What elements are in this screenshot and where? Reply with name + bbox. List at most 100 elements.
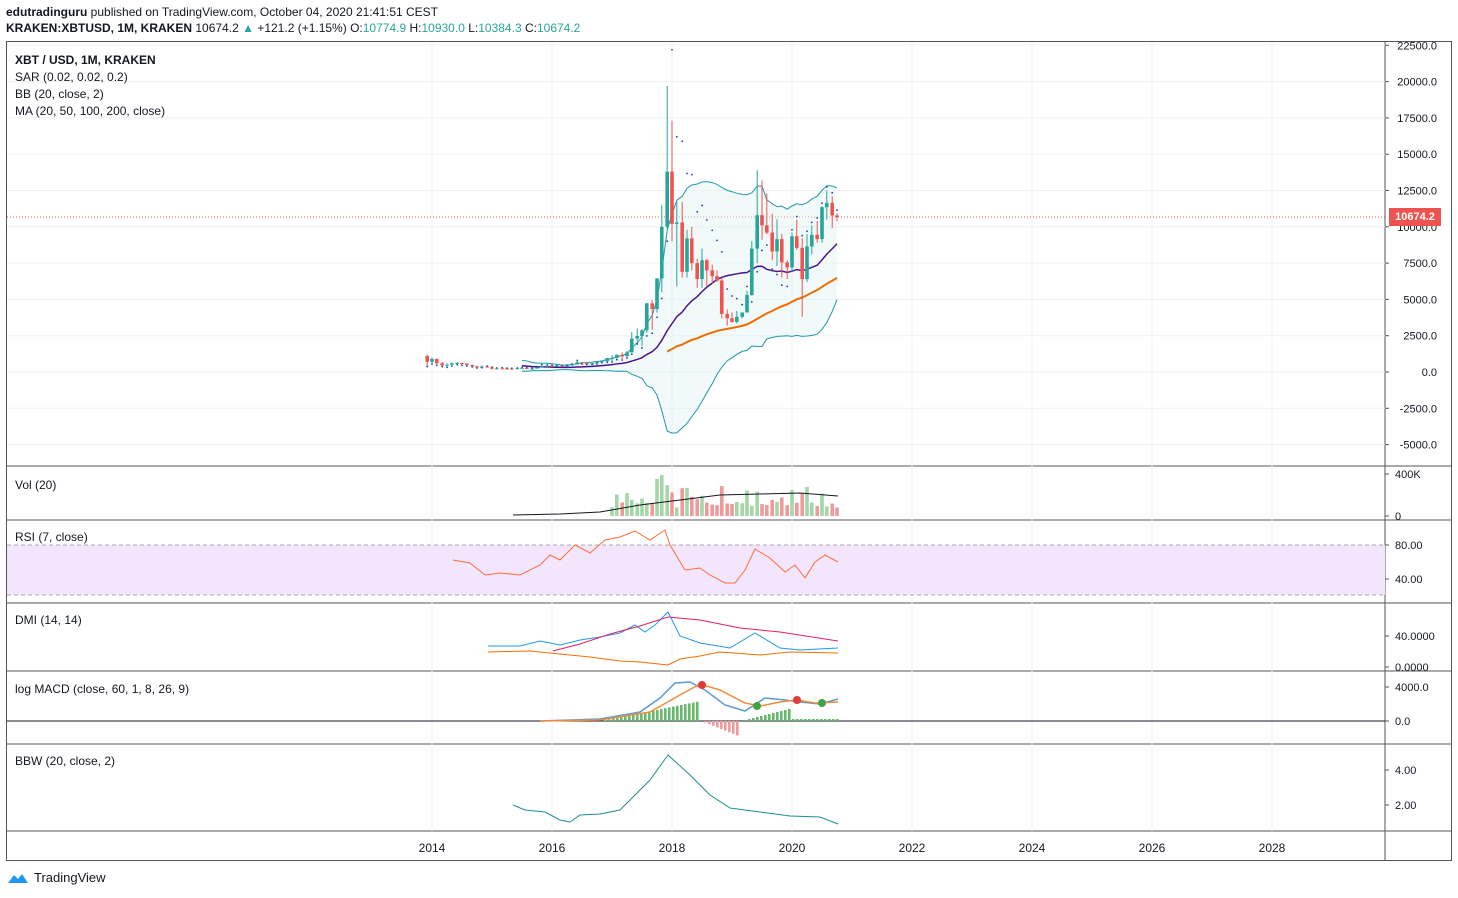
author[interactable]: edutradinguru [6,5,88,19]
macd-hist-bar [608,719,611,721]
price-change: +121.2 (+1.15%) [257,21,347,35]
candle-body [670,171,674,224]
sar-dot [741,303,744,306]
footer-brand: TradingView [34,870,106,885]
volume-bar [820,493,824,516]
macd-hist-bar [668,707,671,721]
volume-bar [690,496,694,516]
volume-bar [775,501,779,516]
volume-bar [745,490,749,516]
sub-tick-label: 0.0 [1395,716,1410,728]
x-tick-label: 2024 [1019,841,1046,855]
candle-body [495,368,499,370]
rsi-line [452,529,839,584]
candle-body [585,362,589,364]
candle-body [740,312,744,317]
candle-body [525,367,529,369]
candle-body [640,330,644,336]
candle-body [480,366,484,368]
volume-bar [615,494,619,516]
macd-hist-bar [656,709,659,721]
macd-hist-bar [620,717,623,721]
macd-hist-bar [636,713,639,721]
macd-hist-bar [716,721,719,728]
sar-dot [615,358,618,361]
volume-bar [685,488,689,516]
candle-body [535,367,539,369]
legend-vol: Vol (20) [15,478,57,492]
sar-dot [795,215,798,218]
candle-body [580,362,584,364]
bbw-line [512,754,839,825]
candle-body [635,335,639,339]
candle-body [815,234,819,240]
macd-hist-bar [824,719,827,721]
sar-dot [780,284,783,287]
candle-body [745,295,749,313]
candle-body [500,368,504,370]
volume-bar [750,505,754,516]
candle-body [685,238,689,272]
sub-tick-label: 2.00 [1395,800,1416,812]
close-label: C: [524,21,537,35]
macd-hist-bar [720,721,723,729]
volume-bar [645,503,649,516]
macd-hist-bar [804,719,807,721]
macd-hist-bar [660,709,663,721]
candle-body [565,365,569,367]
volume-bar [680,488,684,516]
candle-body [810,234,814,247]
sar-dot [711,229,714,232]
ma20-line [521,243,838,369]
open-label: O: [350,21,363,35]
volume-bar [725,503,729,516]
volume-bar [780,497,784,516]
candle-body [700,260,704,280]
macd-hist-bar [728,721,731,733]
low-value: 10384.3 [478,21,522,35]
sar-dot [630,353,633,355]
macd-hist-bar [680,705,683,721]
candle-body [805,246,809,280]
candle-body [620,354,624,357]
macd-hist-bar [788,709,791,721]
legend-bbw: BBW (20, close, 2) [15,754,116,768]
volume-bar [825,506,829,516]
macd-hist-bar [820,719,823,721]
x-tick-label: 2020 [779,841,806,855]
legend-title: XBT / USD, 1M, KRAKEN [15,53,156,67]
macd-hist-bar [676,705,679,721]
sar-dot [606,361,609,364]
sar-dot [660,297,663,300]
sub-tick-label: 4.00 [1395,765,1416,777]
candle-body [430,358,434,362]
macd-hist-bar [808,719,811,721]
volume-bar [740,503,744,516]
candle-body [545,365,549,367]
sar-dot [801,234,804,237]
up-arrow-icon: ▲ [242,21,254,35]
candle-body [820,207,824,240]
volume-bar [610,507,614,516]
candle-body [515,368,519,370]
sar-dot [776,273,778,276]
macd-hist-bar [792,719,795,721]
candle-body [735,316,739,322]
macd-hist-bar [780,711,783,721]
sar-dot [626,357,628,359]
footer[interactable]: TradingView [6,870,106,885]
sub-tick-label: 40.0000 [1395,631,1435,643]
volume-bar [795,502,799,516]
sub-tick-label: 400K [1395,469,1421,481]
published-text: published on TradingView.com, October 04… [90,5,439,19]
macd-hist-bar [652,710,655,721]
sar-dot [690,173,693,176]
sar-dot [681,140,684,143]
chart-header: edutradinguru published on TradingView.c… [6,4,580,36]
macd-hist-bar [732,721,735,734]
bb-upper [521,181,838,366]
sar-dot [671,48,673,51]
sar-dot [786,285,789,288]
y-tick-label: 5000.0 [1403,294,1437,306]
